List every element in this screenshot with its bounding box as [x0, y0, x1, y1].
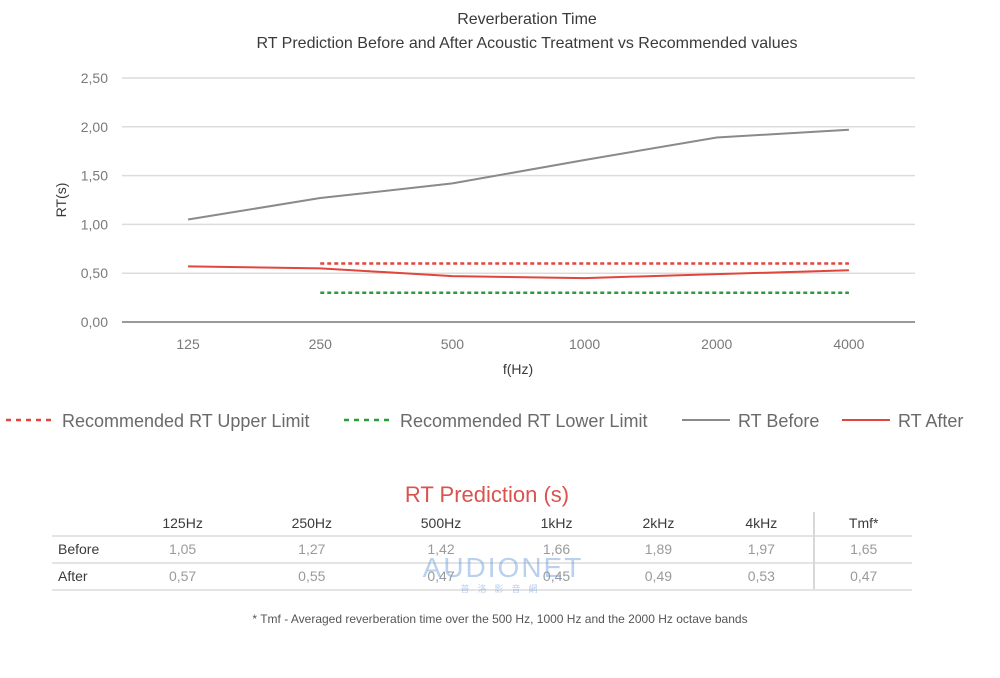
chart-title: Reverberation Time	[457, 11, 597, 28]
table-cell: 1,89	[607, 535, 710, 563]
footnote: * Tmf - Averaged reverberation time over…	[252, 612, 748, 626]
y-tick-label: 0,00	[81, 314, 108, 330]
y-tick-label: 1,50	[81, 168, 108, 184]
table-header-row: 125Hz 250Hz 500Hz 1kHz 2kHz 4kHz Tmf*	[52, 512, 912, 536]
table-cell: 1,97	[709, 535, 815, 563]
row-label: Before	[52, 535, 118, 563]
y-tick-label: 2,50	[81, 70, 108, 86]
legend-label: RT After	[898, 411, 963, 431]
table-header-cell	[52, 512, 118, 536]
table-cell: 0,49	[607, 562, 710, 591]
table-cell: 1,65	[813, 535, 912, 563]
table-title: RT Prediction (s)	[404, 482, 570, 507]
table-cell: 1,27	[247, 535, 377, 563]
y-tick-label: 0,50	[81, 265, 108, 281]
table-cell: 0,47	[813, 562, 912, 591]
x-tick-label: 4000	[833, 336, 864, 352]
y-tick-label: 2,00	[81, 119, 108, 135]
x-axis-label: f(Hz)	[503, 361, 533, 377]
table-cell: 0,45	[505, 562, 608, 591]
table-cell: 0,47	[376, 562, 506, 591]
legend-label: Recommended RT Upper Limit	[62, 411, 309, 431]
table-header-cell: 500Hz	[420, 515, 462, 531]
x-tick-label: 2000	[701, 336, 732, 352]
table-cell: 1,05	[118, 535, 248, 563]
row-label: After	[52, 562, 118, 591]
chart: Reverberation Time RT Prediction Before …	[6, 11, 963, 431]
table-header-cell: 250Hz	[291, 515, 333, 531]
series-line-3	[188, 265, 849, 280]
x-tick-label: 125	[176, 336, 200, 352]
table-cell: 0,53	[709, 562, 815, 591]
y-axis-label: RT(s)	[53, 183, 69, 218]
table-header-cell: 1kHz	[540, 515, 573, 531]
x-tick-label: 500	[441, 336, 465, 352]
chart-subtitle: RT Prediction Before and After Acoustic …	[256, 35, 797, 52]
legend-label: Recommended RT Lower Limit	[400, 411, 647, 431]
rt-prediction-table: 125Hz 250Hz 500Hz 1kHz 2kHz 4kHz Tmf* Be…	[52, 512, 912, 591]
x-tick-label: 250	[309, 336, 333, 352]
table-header-cell: 2kHz	[642, 515, 675, 531]
table-cell: 1,42	[376, 535, 506, 563]
legend-label: RT Before	[738, 411, 819, 431]
table-header-cell: 125Hz	[162, 515, 203, 531]
x-tick-label: 1000	[569, 336, 600, 352]
table-cell: 0,57	[118, 562, 248, 591]
table-cell: 1,66	[505, 535, 608, 563]
table-header-cell: 4kHz	[745, 515, 778, 531]
table-header-cell: Tmf*	[813, 512, 912, 536]
table-cell: 0,55	[247, 562, 377, 591]
table-row: After 0,57 0,55 0,47 0,45 0,49 0,53 0,47	[52, 562, 912, 591]
y-tick-label: 1,00	[81, 216, 108, 232]
series-line-2	[187, 128, 849, 221]
table-row: Before 1,05 1,27 1,42 1,66 1,89 1,97 1,6…	[52, 535, 912, 563]
